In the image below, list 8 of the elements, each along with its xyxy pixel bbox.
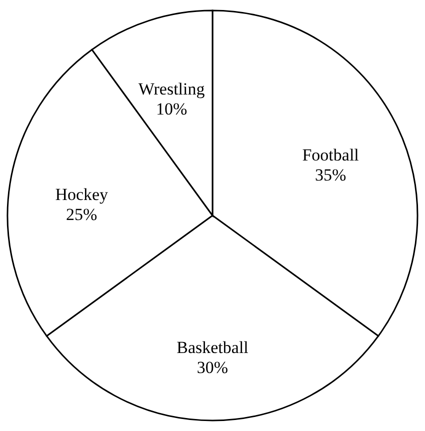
slice-label: Wrestling [138,79,206,98]
data-label: 25% [66,204,98,224]
data-label: 30% [196,358,228,377]
slice-label: Hockey [55,184,109,204]
data-label: 10% [156,99,188,118]
data-label: 35% [314,165,346,184]
slice-label: Football [302,145,360,164]
slice-label: Basketball [176,338,249,357]
